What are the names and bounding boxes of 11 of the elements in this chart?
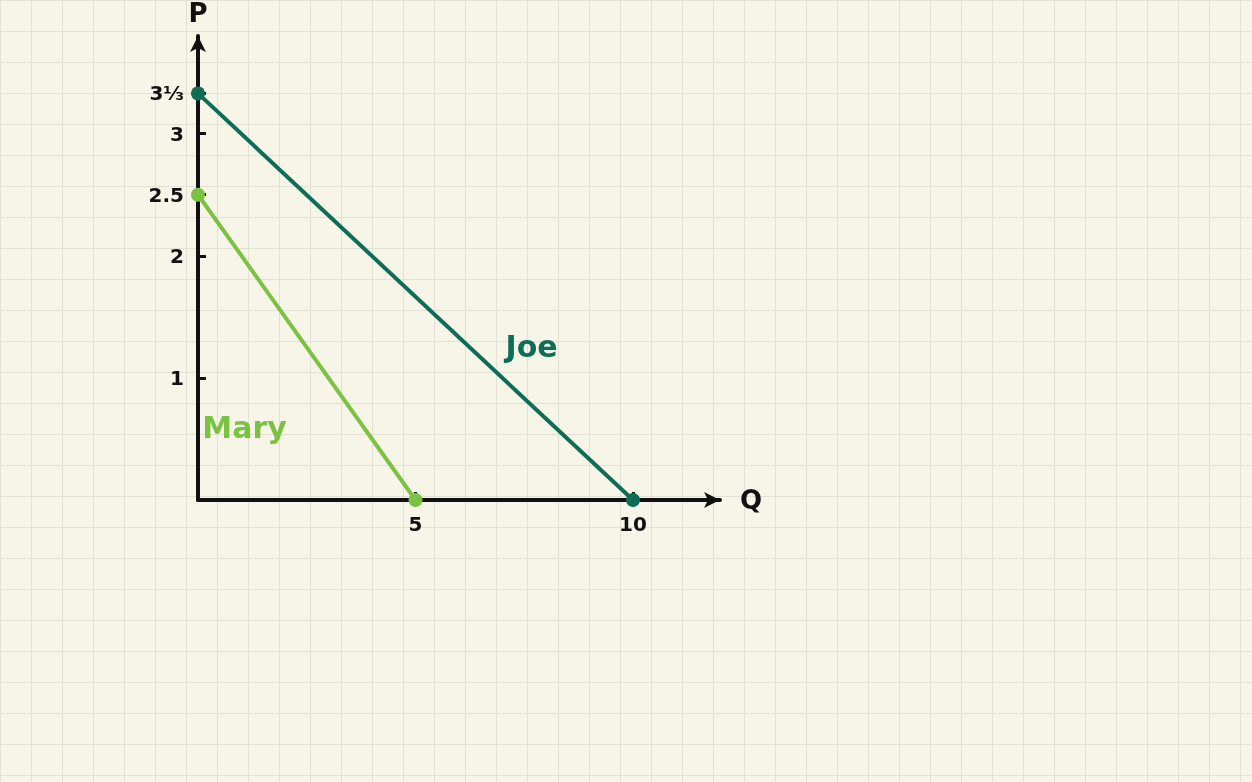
series-label: Joe — [503, 329, 558, 365]
y-tick-label: 1 — [170, 365, 184, 390]
y-tick-label: 3 — [170, 121, 184, 146]
x-tick-label: 10 — [619, 512, 647, 536]
y-axis-title: P — [188, 0, 208, 28]
series-label: Mary — [202, 409, 288, 445]
x-tick-label: 5 — [408, 512, 423, 536]
y-tick-label: 2.5 — [148, 182, 184, 207]
y-tick-label: 3⅓ — [149, 81, 184, 106]
x-axis-title: Q — [740, 485, 763, 515]
y-tick-label: 2 — [170, 243, 184, 268]
